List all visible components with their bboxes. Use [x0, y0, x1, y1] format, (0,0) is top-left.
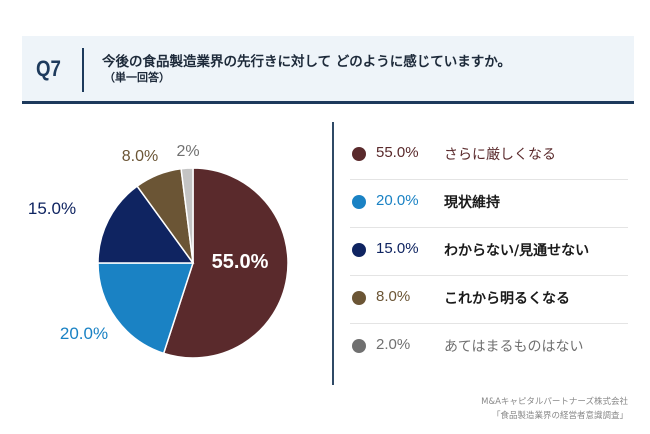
legend-percent: 15.0%: [376, 240, 419, 257]
pie-label-4: 8.0%: [122, 148, 158, 165]
pie-label-2: 20.0%: [60, 324, 108, 343]
header-divider: [82, 48, 84, 92]
legend-label: わからない/見通せない: [444, 243, 590, 259]
pie-label-3: 15.0%: [28, 199, 76, 218]
legend-item: 8.0% これから明るくなる: [350, 274, 628, 324]
chart-divider: [332, 122, 334, 385]
credit-survey: 「食品製造業界の経営者意識調査」: [491, 411, 628, 421]
pie-slice-3: [97, 185, 195, 264]
legend-item: 20.0% 現状維持: [350, 178, 628, 228]
legend-dot-icon: [352, 339, 366, 353]
pie-slice-2: [97, 262, 195, 355]
credit-company: M&Aキャピタルパートナーズ株式会社: [481, 397, 628, 407]
pie-chart: 55.0% 20.0% 15.0% 8.0% 2%: [28, 143, 289, 359]
legend-dot-icon: [352, 147, 366, 161]
legend-label: これから明るくなる: [444, 291, 570, 307]
legend-label: あてはまるものはない: [444, 339, 584, 355]
legend-percent: 8.0%: [376, 288, 411, 305]
question-header: Q7 今後の食品製造業界の先行きに対して どのように感じていますか。 （単一回答…: [22, 36, 634, 104]
legend-item: 55.0% さらに厳しくなる: [350, 130, 628, 180]
question-title: 今後の食品製造業界の先行きに対して どのように感じていますか。: [102, 54, 512, 70]
pie-label-5: 2%: [176, 143, 199, 160]
legend-label: 現状維持: [444, 195, 500, 211]
source-credit: M&Aキャピタルパートナーズ株式会社 「食品製造業界の経営者意識調査」: [481, 395, 628, 423]
legend-dot-icon: [352, 291, 366, 305]
legend-dot-icon: [352, 195, 366, 209]
pie-slice-5: [180, 167, 194, 264]
legend-item: 2.0% あてはまるものはない: [350, 322, 628, 372]
pie-label-1: 55.0%: [212, 251, 269, 273]
question-number: Q7: [36, 56, 61, 81]
question-subtitle: （単一回答）: [104, 71, 170, 84]
legend-percent: 2.0%: [376, 336, 411, 353]
legend-percent: 55.0%: [376, 144, 419, 161]
legend-percent: 20.0%: [376, 192, 419, 209]
legend-item: 15.0% わからない/見通せない: [350, 226, 628, 276]
legend-label: さらに厳しくなる: [444, 147, 556, 163]
pie-slice-1: [162, 167, 289, 359]
legend-dot-icon: [352, 243, 366, 257]
